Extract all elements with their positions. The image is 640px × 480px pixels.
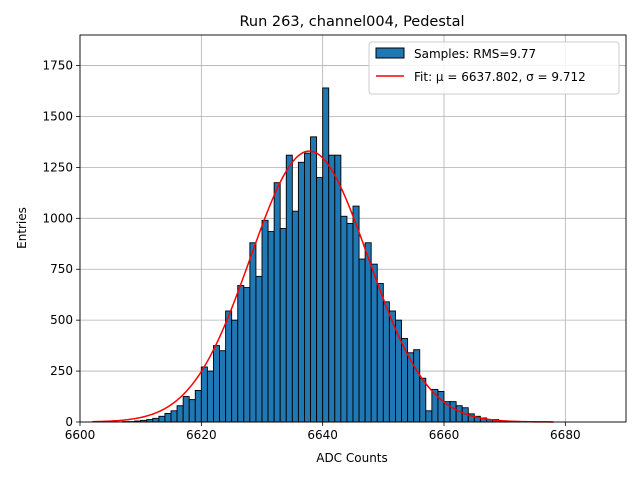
histogram-bar (219, 350, 227, 423)
histogram-bar (231, 319, 239, 423)
axes-frame (79, 34, 627, 423)
y-tick-label: 1000 (42, 211, 73, 225)
histogram-bar (243, 287, 251, 423)
histogram-bar (267, 231, 275, 423)
x-tick-label: 6680 (550, 428, 581, 442)
fit-curve-line (92, 150, 554, 423)
x-tick-label: 6620 (186, 428, 217, 442)
histogram-bar (328, 154, 336, 423)
histogram-bar (255, 275, 263, 423)
x-axis-ticks: 6600 6620 6640 6660 6680 (65, 422, 581, 442)
histogram-bar (170, 410, 178, 423)
x-tick-label: 6600 (65, 428, 96, 442)
histogram-bar (182, 396, 190, 423)
histogram-bars (122, 87, 554, 423)
histogram-bar (213, 345, 220, 423)
y-tick-label: 1750 (42, 59, 73, 73)
histogram-bar (164, 412, 172, 423)
histogram-bar (437, 390, 445, 423)
legend-label-samples: Samples: RMS=9.77 (414, 47, 536, 61)
histogram-bar (334, 154, 342, 423)
histogram-bar (322, 87, 330, 423)
histogram-bar (382, 301, 390, 423)
histogram-bar (364, 242, 372, 423)
histogram-bar (316, 177, 324, 423)
legend-box (368, 41, 620, 95)
histogram-bar (401, 338, 409, 423)
histogram-bar (152, 417, 160, 423)
histogram-bar (200, 366, 208, 423)
histogram-bar (413, 349, 421, 423)
histogram-bar (194, 389, 202, 423)
histogram-bar (419, 377, 427, 423)
y-tick-label: 1500 (42, 109, 73, 123)
y-tick-label: 0 (65, 415, 73, 429)
y-tick-label: 250 (50, 364, 73, 378)
histogram-bar (449, 401, 457, 423)
histogram-bar (352, 205, 360, 423)
legend-swatch-samples (375, 47, 405, 59)
histogram-bar (425, 410, 433, 423)
histogram-bar (370, 263, 378, 423)
y-axis-ticks: 0 250 500 750 1000 1250 1500 1750 (42, 59, 80, 429)
histogram-bar (310, 136, 318, 423)
histogram-bar (279, 228, 287, 423)
histogram-bar (358, 258, 366, 423)
histogram-bar (455, 405, 463, 423)
histogram-bar (340, 215, 348, 423)
histogram-bar (346, 222, 354, 423)
histogram-bar (261, 219, 269, 423)
chart-title: Run 263, channel004, Pedestal (239, 14, 464, 30)
y-tick-label: 750 (50, 262, 73, 276)
histogram-bar (158, 415, 166, 423)
histogram-bar (273, 182, 281, 423)
histogram-bar (206, 370, 214, 423)
histogram-bar (291, 210, 299, 423)
histogram-bar (376, 283, 384, 423)
legend: Samples: RMS=9.77 Fit: μ = 6637.802, σ =… (368, 41, 620, 95)
x-tick-label: 6640 (307, 428, 338, 442)
histogram-bar (249, 242, 257, 423)
histogram-bar (225, 310, 233, 423)
plot-area: 6600 6620 6640 6660 6680 0 250 500 750 1000 1250 1… (42, 34, 627, 442)
x-axis-label: ADC Counts (316, 451, 388, 465)
legend-label-fit: Fit: μ = 6637.802, σ = 9.712 (414, 70, 586, 84)
histogram-bar (297, 161, 305, 423)
y-axis-label: Entries (15, 207, 29, 249)
histogram-bar (176, 405, 184, 423)
histogram-bar (304, 152, 311, 423)
histogram-bar (188, 399, 196, 423)
y-tick-label: 500 (50, 313, 73, 327)
y-tick-label: 1250 (42, 160, 73, 174)
histogram-bar (237, 285, 245, 423)
histogram-bar (285, 154, 293, 423)
x-tick-label: 6660 (429, 428, 460, 442)
